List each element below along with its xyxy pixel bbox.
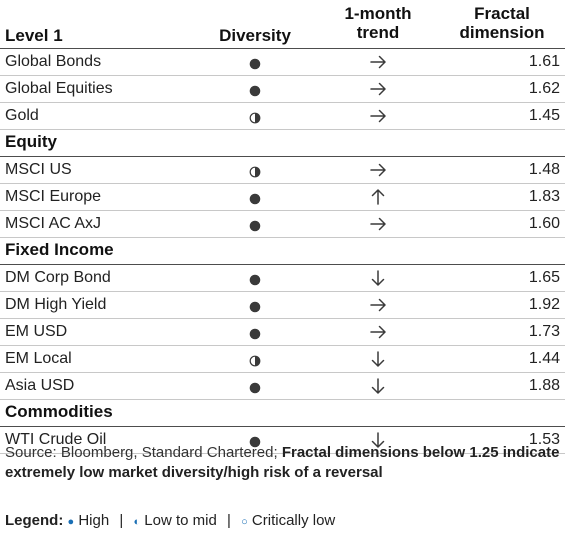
legend-separator: | — [119, 512, 124, 529]
asset-name: Gold — [5, 107, 39, 124]
header-trend: 1-month trend — [330, 4, 426, 42]
section-row: Fixed Income — [0, 238, 565, 265]
source-note: Source: Bloomberg, Standard Chartered; F… — [5, 443, 560, 483]
fractal-dimension-table: Level 1 Diversity 1-month trend Fractal … — [0, 0, 565, 454]
asset-name: EM Local — [5, 350, 72, 367]
legend: Legend: ● High | ◐ Low to mid | ○ Critic… — [5, 512, 335, 531]
section-title: Commodities — [5, 402, 113, 421]
trend-up-arrow-icon — [371, 189, 385, 205]
diversity-high-icon — [249, 301, 261, 313]
table-row: Gold 1.45 — [0, 103, 565, 130]
trend-down-arrow-icon — [371, 432, 385, 448]
diversity-high-icon — [249, 274, 261, 286]
diversity-low-to-mid-icon — [249, 355, 261, 367]
legend-high-label: High — [78, 512, 110, 529]
asset-name: WTI Crude Oil — [5, 431, 107, 448]
diversity-low-to-mid-icon — [249, 112, 261, 124]
table-row: MSCI AC AxJ 1.60 — [0, 211, 565, 238]
table-row: WTI Crude Oil 1.53 — [0, 427, 565, 454]
asset-name: Asia USD — [5, 377, 75, 394]
trend-right-arrow-icon — [370, 82, 386, 96]
trend-right-arrow-icon — [370, 325, 386, 339]
trend-right-arrow-icon — [370, 217, 386, 231]
asset-name: DM Corp Bond — [5, 269, 111, 286]
trend-right-arrow-icon — [370, 109, 386, 123]
header-fractal: Fractal dimension — [443, 4, 561, 42]
header-level: Level 1 — [5, 26, 63, 45]
asset-name: MSCI AC AxJ — [5, 215, 102, 232]
asset-name: Global Equities — [5, 80, 113, 97]
fractal-value: 1.73 — [528, 323, 560, 340]
fractal-value: 1.44 — [528, 350, 560, 367]
header-fractal-line2: dimension — [459, 23, 545, 42]
legend-title: Legend: — [5, 512, 64, 529]
diversity-high-icon — [249, 382, 261, 394]
trend-right-arrow-icon — [370, 55, 386, 69]
diversity-high-icon — [249, 436, 261, 448]
asset-name: MSCI Europe — [5, 188, 102, 205]
table-header: Level 1 Diversity 1-month trend Fractal … — [0, 0, 565, 49]
legend-mid-icon: ◐ — [133, 516, 141, 528]
table-row: DM High Yield 1.92 — [0, 292, 565, 319]
table-row: DM Corp Bond 1.65 — [0, 265, 565, 292]
trend-down-arrow-icon — [371, 351, 385, 367]
table-row: EM USD 1.73 — [0, 319, 565, 346]
fractal-value: 1.92 — [528, 296, 560, 313]
table-body: Global Bonds 1.61 Global Equities 1.62 Gold 1… — [0, 49, 565, 454]
table-row: EM Local 1.44 — [0, 346, 565, 373]
diversity-low-to-mid-icon — [249, 166, 261, 178]
fractal-value: 1.53 — [528, 431, 560, 448]
section-title: Fixed Income — [5, 240, 114, 259]
diversity-high-icon — [249, 58, 261, 70]
fractal-value: 1.83 — [528, 188, 560, 205]
header-trend-line1: 1-month — [344, 4, 412, 23]
table-row: Global Equities 1.62 — [0, 76, 565, 103]
trend-right-arrow-icon — [370, 163, 386, 177]
diversity-high-icon — [249, 328, 261, 340]
table-row: Asia USD 1.88 — [0, 373, 565, 400]
header-fractal-line1: Fractal — [474, 4, 530, 23]
fractal-value: 1.61 — [528, 53, 560, 70]
legend-high-icon: ● — [67, 516, 75, 528]
asset-name: Global Bonds — [5, 53, 102, 70]
asset-name: DM High Yield — [5, 296, 107, 313]
source-warning: Fractal dimensions below 1.25 indicate e… — [5, 444, 560, 481]
legend-separator: | — [227, 512, 231, 529]
table-row: Global Bonds 1.61 — [0, 49, 565, 76]
section-title: Equity — [5, 132, 57, 151]
trend-down-arrow-icon — [371, 270, 385, 286]
table-row: MSCI US 1.48 — [0, 157, 565, 184]
section-row: Commodities — [0, 400, 565, 427]
fractal-value: 1.88 — [528, 377, 560, 394]
diversity-high-icon — [249, 85, 261, 97]
header-diversity: Diversity — [219, 26, 291, 45]
fractal-value: 1.62 — [528, 80, 560, 97]
asset-name: EM USD — [5, 323, 68, 340]
fractal-value: 1.65 — [528, 269, 560, 286]
asset-name: MSCI US — [5, 161, 72, 178]
fractal-value: 1.45 — [528, 107, 560, 124]
trend-down-arrow-icon — [371, 378, 385, 394]
diversity-high-icon — [249, 220, 261, 232]
fractal-value: 1.48 — [528, 161, 560, 178]
section-row: Equity — [0, 130, 565, 157]
source-text: Source: Bloomberg, Standard Chartered; — [5, 444, 282, 461]
legend-low-label: Critically low — [251, 512, 336, 529]
table-row: MSCI Europe 1.83 — [0, 184, 565, 211]
diversity-high-icon — [249, 193, 261, 205]
legend-mid-label: Low to mid — [144, 512, 217, 529]
trend-right-arrow-icon — [370, 298, 386, 312]
legend-low-icon: ○ — [241, 516, 248, 528]
header-trend-line2: trend — [356, 23, 400, 42]
fractal-value: 1.60 — [528, 215, 560, 232]
